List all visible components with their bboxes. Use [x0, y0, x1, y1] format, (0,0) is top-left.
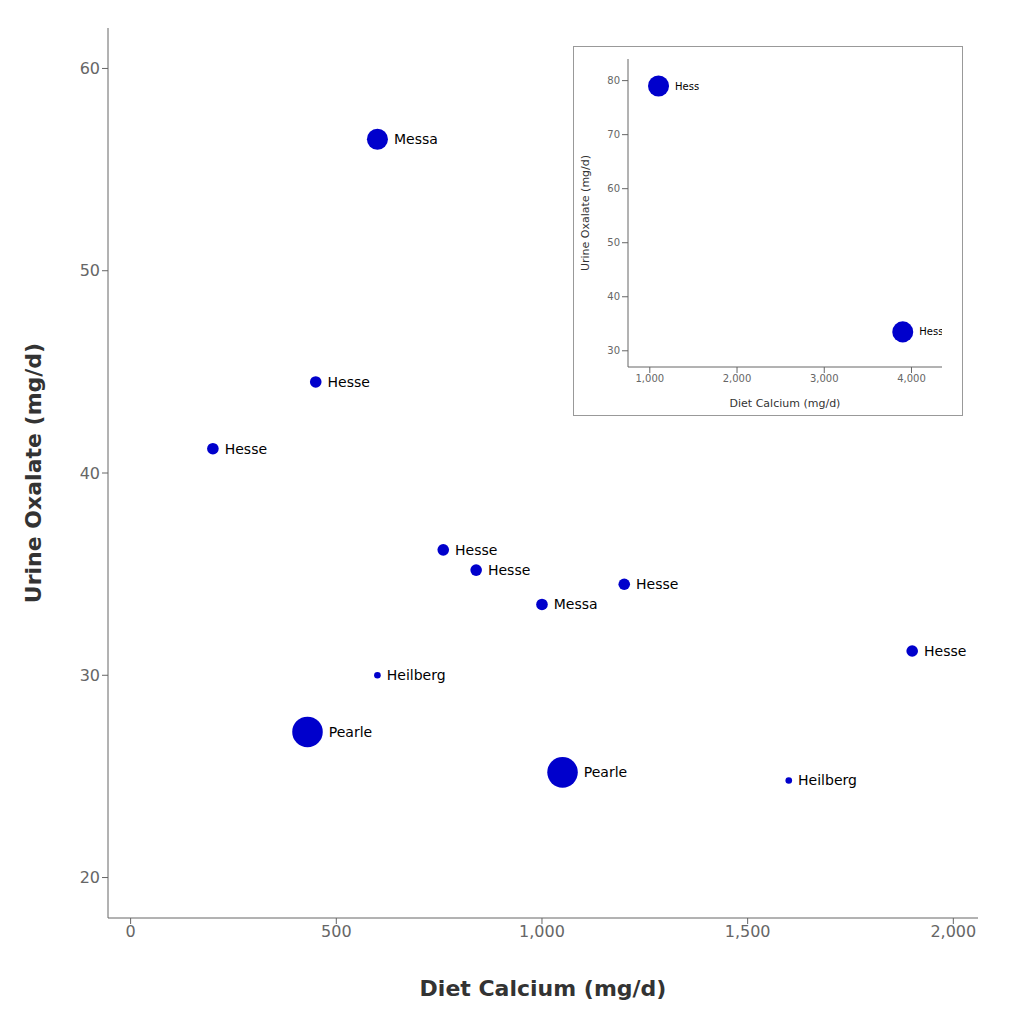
- svg-text:Heilberg: Heilberg: [798, 772, 857, 788]
- svg-text:60: 60: [607, 183, 620, 194]
- svg-text:Diet Calcium (mg/d): Diet Calcium (mg/d): [420, 976, 667, 1001]
- svg-text:Hesse: Hesse: [924, 643, 966, 659]
- svg-text:Hesse: Hesse: [455, 542, 497, 558]
- svg-text:30: 30: [607, 345, 620, 356]
- svg-text:Pearle: Pearle: [584, 764, 627, 780]
- svg-text:1,000: 1,000: [635, 373, 664, 384]
- svg-text:Heilberg: Heilberg: [387, 667, 446, 683]
- svg-text:30: 30: [80, 666, 100, 685]
- svg-text:0: 0: [126, 922, 136, 941]
- svg-text:80: 80: [607, 75, 620, 86]
- svg-text:2,000: 2,000: [930, 922, 976, 941]
- svg-text:Messa: Messa: [554, 596, 598, 612]
- svg-text:1,000: 1,000: [519, 922, 565, 941]
- svg-text:1,500: 1,500: [725, 922, 771, 941]
- svg-text:Messa: Messa: [394, 131, 438, 147]
- svg-text:Hesse: Hesse: [488, 562, 530, 578]
- svg-text:70: 70: [607, 129, 620, 140]
- svg-text:20: 20: [80, 868, 100, 887]
- svg-text:3,000: 3,000: [810, 373, 839, 384]
- svg-text:4,000: 4,000: [897, 373, 926, 384]
- svg-text:Pearle: Pearle: [329, 724, 372, 740]
- svg-text:60: 60: [80, 59, 100, 78]
- svg-text:Hesse: Hesse: [328, 374, 370, 390]
- svg-text:Hesse: Hesse: [225, 441, 267, 457]
- svg-text:Urine Oxalate (mg/d): Urine Oxalate (mg/d): [579, 155, 592, 271]
- svg-text:Hess: Hess: [919, 326, 942, 337]
- svg-text:Hesse: Hesse: [636, 576, 678, 592]
- svg-text:50: 50: [607, 237, 620, 248]
- svg-text:Hess: Hess: [675, 81, 699, 92]
- svg-text:40: 40: [607, 291, 620, 302]
- svg-text:Diet Calcium (mg/d): Diet Calcium (mg/d): [730, 397, 841, 410]
- svg-text:500: 500: [321, 922, 352, 941]
- svg-text:40: 40: [80, 464, 100, 483]
- svg-text:50: 50: [80, 261, 100, 280]
- svg-text:Urine Oxalate (mg/d): Urine Oxalate (mg/d): [21, 343, 46, 603]
- svg-text:2,000: 2,000: [723, 373, 752, 384]
